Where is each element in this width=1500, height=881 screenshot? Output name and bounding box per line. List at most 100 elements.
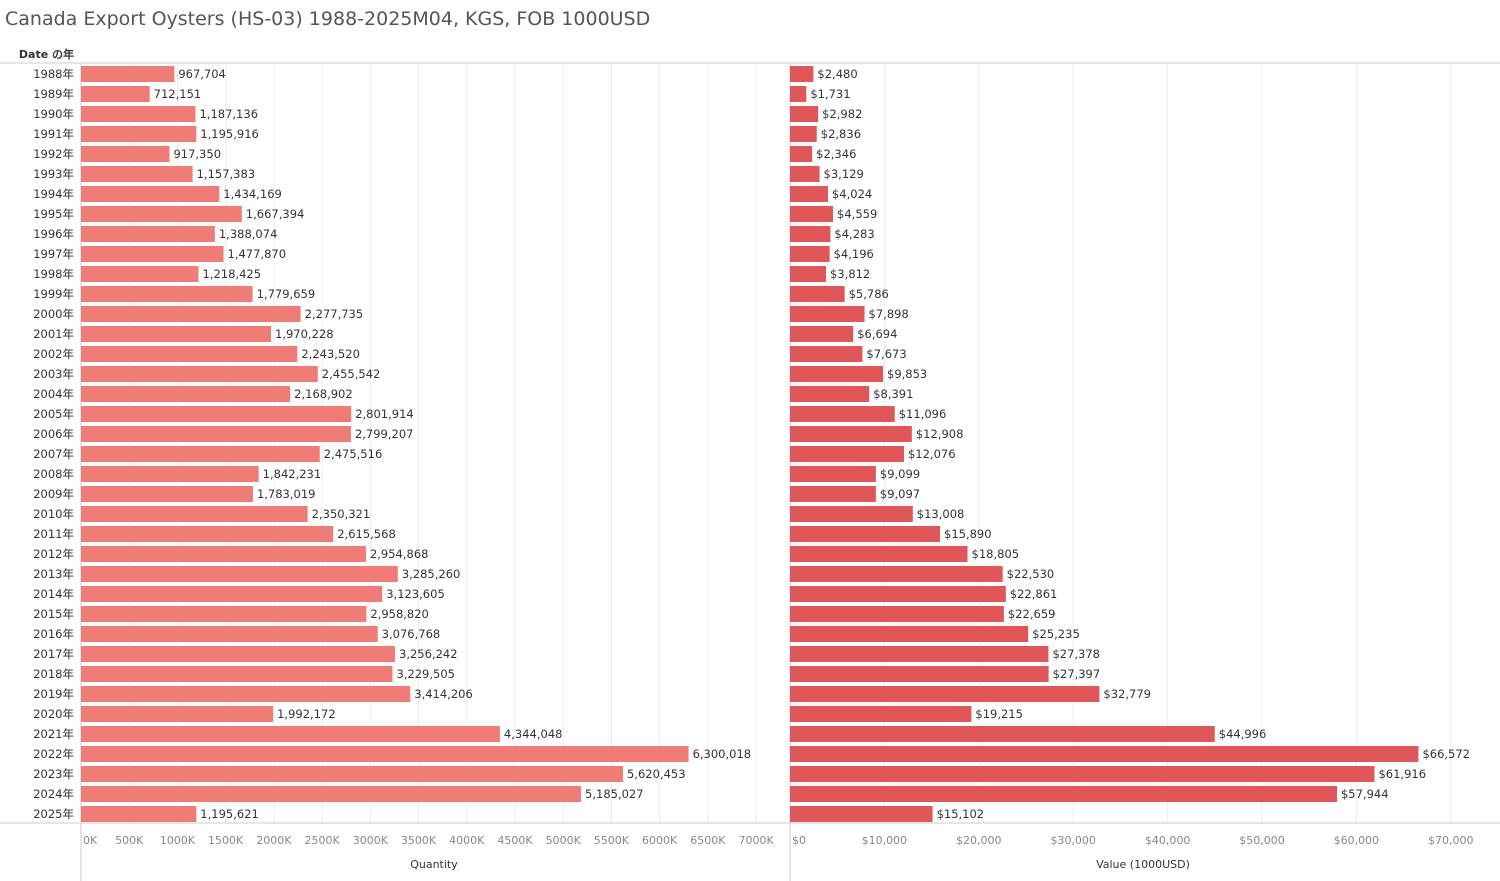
quantity-bar bbox=[81, 586, 383, 602]
quantity-data-label: 712,151 bbox=[154, 87, 202, 101]
value-bar bbox=[790, 286, 845, 302]
quantity-tick-label: 6000K bbox=[642, 834, 678, 847]
quantity-data-label: 2,799,207 bbox=[355, 427, 414, 441]
value-bar bbox=[790, 146, 813, 162]
value-data-label: $2,836 bbox=[821, 127, 861, 141]
chart-title: Canada Export Oysters (HS-03) 1988-2025M… bbox=[5, 8, 651, 30]
quantity-bar bbox=[81, 146, 170, 162]
value-data-label: $25,235 bbox=[1032, 627, 1080, 641]
year-label: 2021年 bbox=[33, 727, 74, 741]
quantity-bar bbox=[81, 686, 411, 702]
value-data-label: $3,129 bbox=[824, 167, 864, 181]
quantity-bar bbox=[81, 386, 291, 402]
year-label: 2002年 bbox=[33, 347, 74, 361]
value-bar bbox=[790, 86, 807, 102]
quantity-bar bbox=[81, 546, 366, 562]
value-bar bbox=[790, 446, 904, 462]
value-bar bbox=[790, 546, 968, 562]
quantity-data-label: 1,195,621 bbox=[200, 807, 259, 821]
year-label: 2001年 bbox=[33, 327, 74, 341]
year-label: 2022年 bbox=[33, 747, 74, 761]
value-data-label: $9,097 bbox=[880, 487, 920, 501]
value-data-label: $13,008 bbox=[917, 507, 965, 521]
quantity-bar bbox=[81, 306, 301, 322]
value-bar bbox=[790, 246, 830, 262]
quantity-bar bbox=[81, 526, 334, 542]
quantity-data-label: 3,123,605 bbox=[386, 587, 445, 601]
value-bar bbox=[790, 366, 884, 382]
value-data-label: $12,908 bbox=[916, 427, 964, 441]
value-bar bbox=[790, 426, 912, 442]
value-bar bbox=[790, 526, 941, 542]
year-label: 1993年 bbox=[33, 167, 74, 181]
value-bar bbox=[790, 466, 876, 482]
labels-layer: 967,704 712,151 1,187,136 1,195,916 917,350 1… bbox=[33, 67, 1470, 821]
year-label: 1994年 bbox=[33, 187, 74, 201]
value-data-label: $44,996 bbox=[1219, 727, 1267, 741]
quantity-bar bbox=[81, 646, 396, 662]
bars-layer bbox=[81, 66, 1419, 822]
value-data-label: $4,283 bbox=[834, 227, 874, 241]
year-label: 1998年 bbox=[33, 267, 74, 281]
year-label: 2010年 bbox=[33, 507, 74, 521]
value-tick-label: $70,000 bbox=[1428, 834, 1474, 847]
quantity-tick-label: 3500K bbox=[401, 834, 437, 847]
year-label: 2020年 bbox=[33, 707, 74, 721]
quantity-bar bbox=[81, 766, 624, 782]
year-label: 1990年 bbox=[33, 107, 74, 121]
value-data-label: $7,673 bbox=[866, 347, 906, 361]
value-bar bbox=[790, 506, 913, 522]
quantity-data-label: 967,704 bbox=[178, 67, 226, 81]
value-data-label: $57,944 bbox=[1341, 787, 1389, 801]
year-label: 1996年 bbox=[33, 227, 74, 241]
row-header: Date の年 bbox=[19, 47, 74, 61]
value-data-label: $9,853 bbox=[887, 367, 927, 381]
quantity-data-label: 2,954,868 bbox=[370, 547, 429, 561]
value-bar bbox=[790, 346, 863, 362]
quantity-bar bbox=[81, 406, 352, 422]
quantity-bar bbox=[81, 786, 582, 802]
quantity-data-label: 3,076,768 bbox=[382, 627, 441, 641]
value-data-label: $12,076 bbox=[908, 447, 956, 461]
quantity-bar bbox=[81, 666, 393, 682]
value-data-label: $2,480 bbox=[817, 67, 857, 81]
quantity-tick-label: 0K bbox=[83, 834, 98, 847]
year-label: 2012年 bbox=[33, 547, 74, 561]
value-bar bbox=[790, 766, 1375, 782]
value-bar bbox=[790, 626, 1029, 642]
value-data-label: $66,572 bbox=[1422, 747, 1470, 761]
year-label: 2023年 bbox=[33, 767, 74, 781]
value-data-label: $27,378 bbox=[1052, 647, 1100, 661]
value-bar bbox=[790, 726, 1215, 742]
quantity-axis-title: Quantity bbox=[410, 858, 458, 871]
year-label: 2017年 bbox=[33, 647, 74, 661]
value-tick-label: $50,000 bbox=[1239, 834, 1285, 847]
quantity-data-label: 3,256,242 bbox=[399, 647, 458, 661]
value-data-label: $3,812 bbox=[830, 267, 870, 281]
value-bar bbox=[790, 606, 1004, 622]
quantity-tick-label: 500K bbox=[115, 834, 144, 847]
value-bar bbox=[790, 206, 834, 222]
quantity-bar bbox=[81, 806, 197, 822]
quantity-bar bbox=[81, 466, 259, 482]
quantity-bar bbox=[81, 366, 318, 382]
quantity-bar bbox=[81, 126, 197, 142]
quantity-data-label: 2,475,516 bbox=[324, 447, 383, 461]
quantity-bar bbox=[81, 286, 253, 302]
quantity-bar bbox=[81, 606, 367, 622]
quantity-data-label: 2,801,914 bbox=[355, 407, 414, 421]
quantity-tick-label: 5500K bbox=[594, 834, 630, 847]
year-label: 1991年 bbox=[33, 127, 74, 141]
quantity-bar bbox=[81, 726, 500, 742]
axes-layer: 0K 500K 1000K 1500K 2000K 2500K 3000K 3500K 4000… bbox=[0, 62, 1500, 881]
value-data-label: $4,559 bbox=[837, 207, 877, 221]
value-bar bbox=[790, 566, 1003, 582]
quantity-data-label: 2,615,568 bbox=[337, 527, 396, 541]
value-bar bbox=[790, 806, 933, 822]
quantity-data-label: 2,168,902 bbox=[294, 387, 353, 401]
value-tick-label: $20,000 bbox=[956, 834, 1002, 847]
value-data-label: $4,024 bbox=[832, 187, 872, 201]
value-tick-label: $30,000 bbox=[1050, 834, 1096, 847]
value-bar bbox=[790, 746, 1419, 762]
